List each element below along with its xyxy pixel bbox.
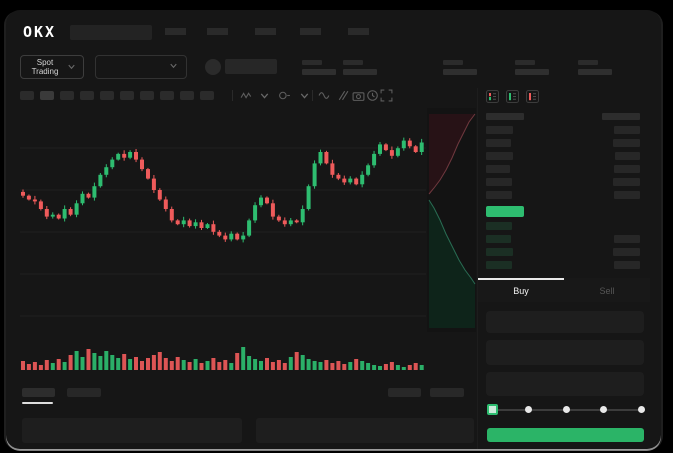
pair-select-dropdown[interactable]: [95, 55, 187, 79]
wave-icon[interactable]: [318, 89, 331, 102]
place-order-button[interactable]: [487, 428, 644, 442]
compare-icon[interactable]: [336, 89, 349, 102]
ask-row[interactable]: [478, 191, 650, 199]
spot-trading-label: Spot Trading: [31, 58, 59, 76]
bottom-tab-placeholder[interactable]: [22, 388, 55, 397]
tab-label: Buy: [513, 286, 529, 296]
last-price-badge[interactable]: [486, 206, 524, 217]
bottom-tab-placeholder[interactable]: [67, 388, 101, 397]
chevron-down-icon[interactable]: [258, 89, 271, 102]
market-stat-placeholder: [443, 60, 477, 75]
candlestick-chart[interactable]: [20, 108, 426, 336]
order-form-tabs: Buy Sell: [478, 278, 650, 302]
nav-item-placeholder[interactable]: [348, 28, 369, 35]
timeframe-placeholder[interactable]: [160, 91, 174, 100]
order-form-field-placeholder[interactable]: [486, 311, 644, 333]
volume-chart[interactable]: [20, 340, 426, 372]
pair-title-placeholder: [225, 59, 277, 74]
ask-row[interactable]: [478, 152, 650, 160]
bid-row[interactable]: [478, 222, 650, 230]
active-tab-underline: [22, 402, 53, 404]
nav-item-placeholder[interactable]: [207, 28, 228, 35]
amount-slider[interactable]: [487, 404, 645, 416]
bottom-content-placeholder: [256, 418, 474, 443]
slider-stop[interactable]: [638, 406, 645, 413]
ask-row[interactable]: [478, 165, 650, 173]
tab-label: Sell: [599, 286, 615, 296]
toolbar-divider: [312, 90, 313, 101]
okx-logo[interactable]: OKX: [23, 23, 57, 41]
timeframe-placeholder[interactable]: [80, 91, 94, 100]
timeframe-placeholder[interactable]: [200, 91, 214, 100]
timeframe-placeholder[interactable]: [60, 91, 74, 100]
book-asks-icon[interactable]: [526, 90, 539, 103]
nav-item-placeholder[interactable]: [255, 28, 276, 35]
app-window: OKX Spot Trading Buy Sell: [6, 10, 661, 449]
depth-chart[interactable]: [427, 108, 476, 332]
nav-item-placeholder[interactable]: [165, 28, 186, 35]
expand-icon[interactable]: [380, 89, 393, 102]
bid-row[interactable]: [478, 248, 650, 256]
timeframe-placeholder[interactable]: [180, 91, 194, 100]
timeframe-placeholder[interactable]: [20, 91, 34, 100]
slider-stop[interactable]: [562, 406, 570, 413]
toolbar-divider: [232, 90, 233, 101]
order-form-field-placeholder[interactable]: [486, 372, 644, 396]
chevron-down-icon[interactable]: [298, 89, 311, 102]
orderbook-header: [478, 113, 650, 121]
chevron-down-icon: [66, 61, 77, 74]
market-stat-placeholder: [578, 60, 612, 75]
slider-stop[interactable]: [524, 406, 532, 413]
market-stat-placeholder: [302, 60, 336, 75]
coin-avatar: [205, 59, 221, 75]
book-bids-icon[interactable]: [506, 90, 519, 103]
timeframe-placeholder[interactable]: [120, 91, 134, 100]
bid-row[interactable]: [478, 235, 650, 243]
bid-row[interactable]: [478, 261, 650, 269]
bottom-action-placeholder[interactable]: [388, 388, 421, 397]
timeframe-placeholder[interactable]: [40, 91, 54, 100]
nav-item-placeholder[interactable]: [300, 28, 321, 35]
slider-stop[interactable]: [487, 404, 498, 415]
order-form-field-placeholder[interactable]: [486, 340, 644, 365]
chevron-down-icon: [168, 58, 179, 76]
book-all-icon[interactable]: [486, 90, 499, 103]
timeframe-placeholder[interactable]: [100, 91, 114, 100]
timeframe-placeholder[interactable]: [140, 91, 154, 100]
tab-sell[interactable]: Sell: [564, 278, 650, 302]
ask-row[interactable]: [478, 178, 650, 186]
interval-icon[interactable]: [240, 89, 253, 102]
bottom-content-placeholder: [22, 418, 242, 443]
spot-trading-dropdown[interactable]: Spot Trading: [20, 55, 84, 79]
orderbook-panel: Buy Sell: [477, 88, 650, 449]
market-stat-placeholder: [343, 60, 377, 75]
bottom-action-placeholder[interactable]: [430, 388, 464, 397]
market-stat-placeholder: [515, 60, 549, 75]
slider-stop[interactable]: [600, 406, 608, 413]
camera-icon[interactable]: [352, 89, 365, 102]
indicator-icon[interactable]: [278, 89, 291, 102]
ask-row[interactable]: [478, 139, 650, 147]
clock-icon[interactable]: [366, 89, 379, 102]
ask-row[interactable]: [478, 126, 650, 134]
tab-buy[interactable]: Buy: [478, 278, 564, 302]
search-placeholder[interactable]: [70, 25, 152, 40]
